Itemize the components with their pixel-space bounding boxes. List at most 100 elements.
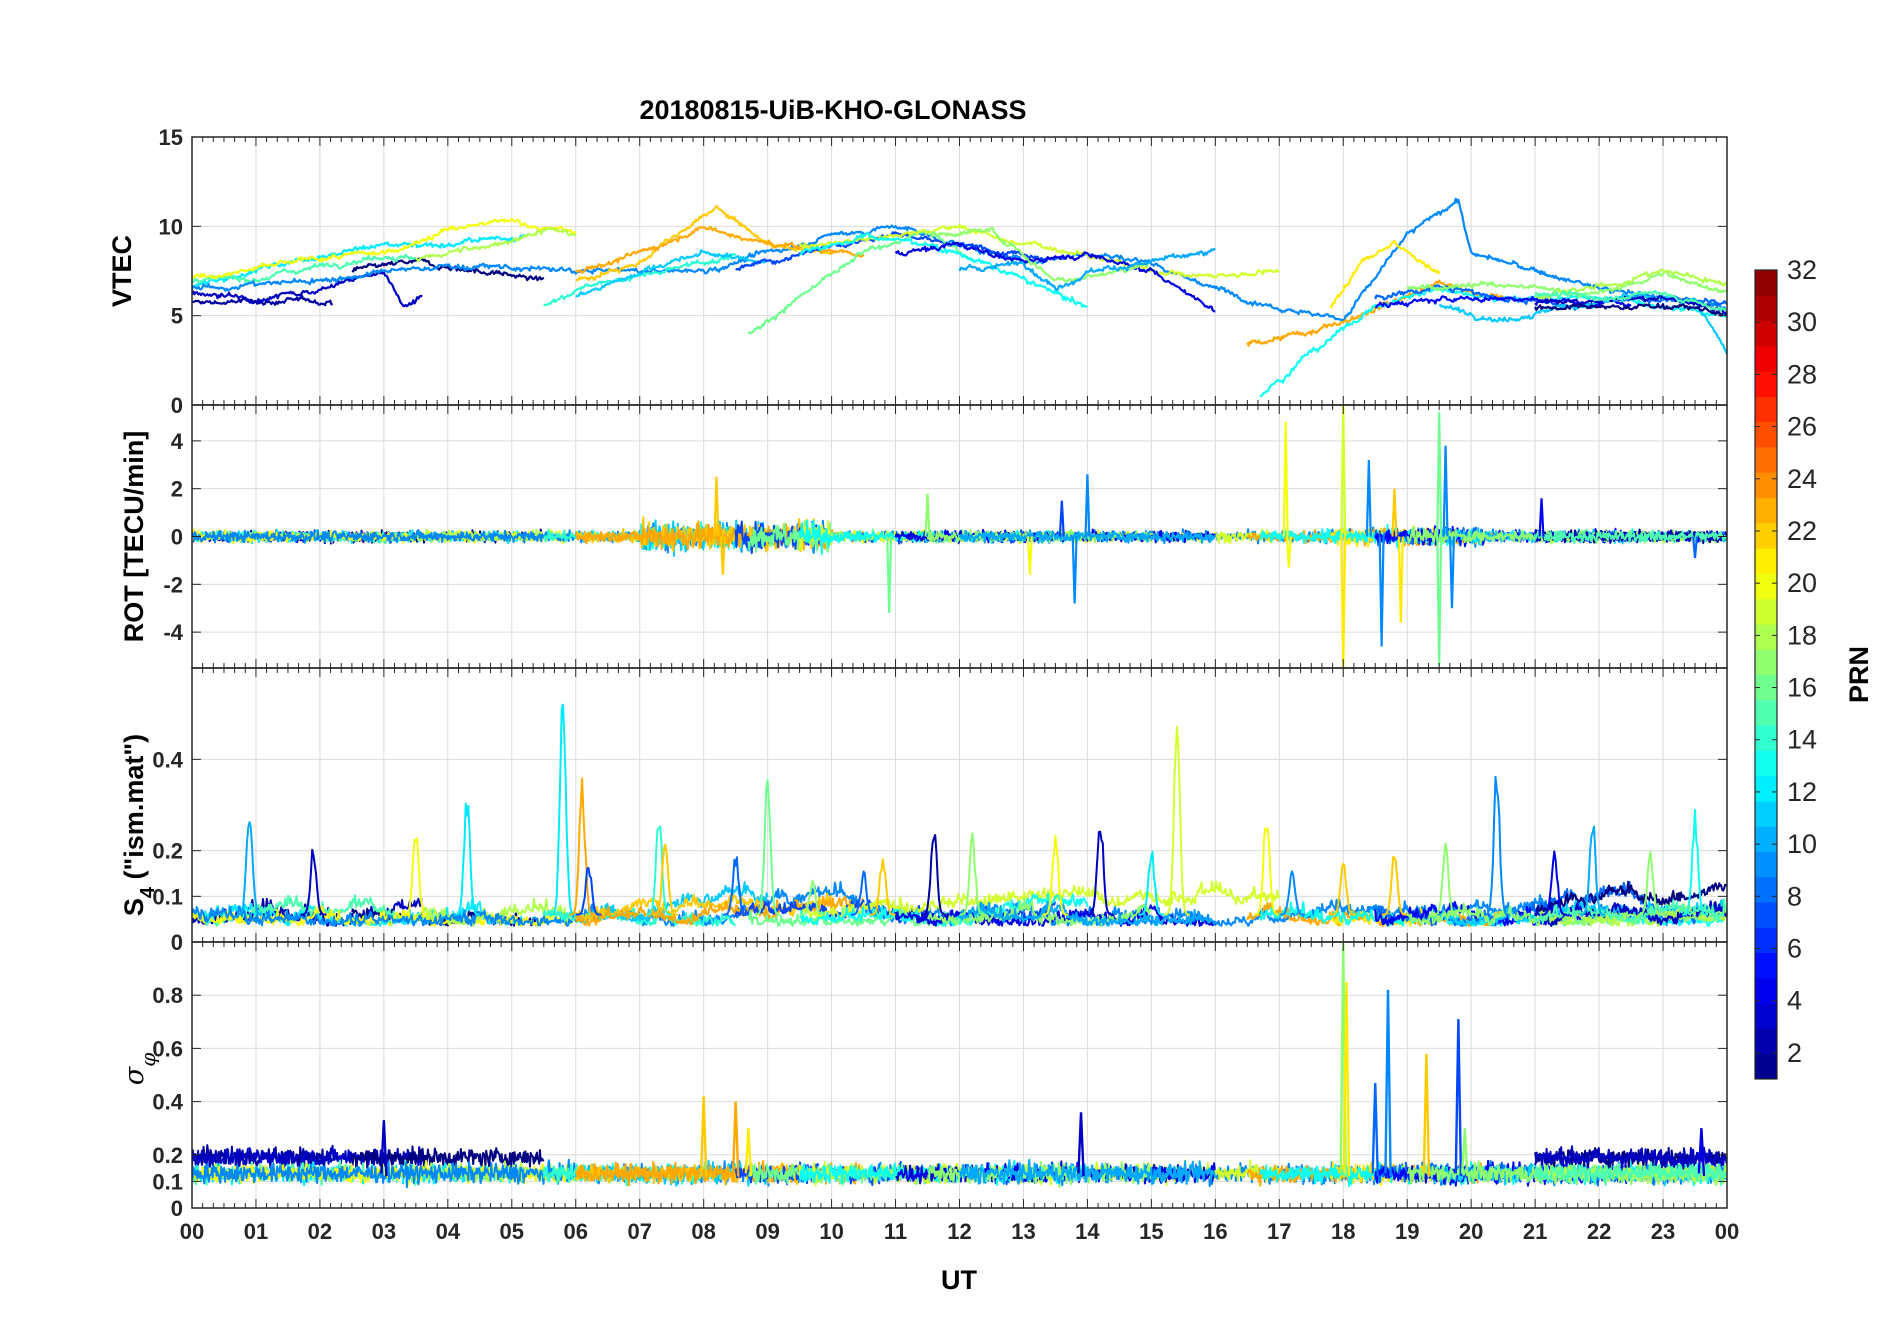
s4-peak-21 (1279, 870, 1305, 916)
y-tick-label-1-1: -2 (163, 572, 183, 597)
vtec-line-prn-3-1 (192, 270, 423, 308)
rot-spike-5 (1071, 536, 1078, 604)
colorbar-tick-label-11: 24 (1787, 464, 1817, 494)
vtec-line-prn-22-10 (575, 205, 833, 282)
s4-peak-23 (1381, 855, 1408, 916)
x-tick-label-11: 11 (884, 1219, 907, 1244)
y-tick-label-2-2: 0.2 (152, 839, 183, 864)
s4-line-prn-13-15 (799, 892, 1089, 927)
s4-peak-28 (1682, 808, 1708, 916)
colorbar-band-25 (1755, 421, 1777, 448)
colorbar-band-4 (1755, 952, 1777, 979)
s4-peak-4 (550, 703, 576, 916)
colorbar-band-6 (1755, 902, 1777, 928)
colorbar-band-14 (1755, 699, 1777, 726)
rot-spike-21 (1692, 536, 1699, 559)
y-axis-label-vtec: VTEC (107, 235, 137, 307)
x-tick-label-24: 00 (1715, 1219, 1739, 1244)
x-tick-label-5: 05 (500, 1219, 524, 1244)
colorbar-band-27 (1755, 371, 1777, 397)
x-tick-label-2: 02 (308, 1219, 332, 1244)
colorbar-band-24 (1755, 446, 1777, 473)
s4-peak-27 (1579, 825, 1606, 916)
y-tick-label-3-5: 0.8 (152, 983, 183, 1008)
s4-line-prn-16-13 (747, 905, 973, 927)
sigma-peak-9 (1461, 1128, 1469, 1177)
colorbar-tick-label-9: 20 (1787, 568, 1817, 598)
s4-peak-6 (575, 866, 602, 916)
panel-s4: 00.10.20.4S4 ("ism.mat") (119, 667, 1728, 955)
sigma-peak-1 (731, 1101, 740, 1177)
vtec-line-prn-20-5 (192, 218, 577, 280)
y-tick-label-3-4: 0.6 (152, 1036, 183, 1061)
x-tick-label-21: 21 (1523, 1219, 1547, 1244)
colorbar-tick-label-7: 16 (1787, 673, 1817, 703)
s4-peak-3 (454, 802, 480, 916)
s4-peak-0 (236, 821, 263, 916)
s4-peak-20 (1253, 827, 1280, 916)
x-tick-label-19: 19 (1395, 1219, 1419, 1244)
y-tick-label-1-3: 2 (171, 477, 183, 502)
vtec-line-prn-7-12 (735, 231, 1056, 271)
s4-line-prn-15-29 (1534, 898, 1727, 925)
s4-peak-24 (1432, 842, 1459, 916)
y-tick-label-1-2: 0 (171, 525, 183, 550)
colorbar-tick-label-6: 14 (1787, 725, 1817, 755)
rot-spike-0 (713, 476, 720, 537)
rot-spike-14 (1391, 488, 1398, 537)
y-tick-label-0-1: 5 (171, 304, 183, 329)
colorbar-tick-label-14: 30 (1787, 307, 1817, 337)
s4-peak-17 (1087, 830, 1113, 916)
x-tick-label-6: 06 (564, 1219, 588, 1244)
sigma-peak-10 (1697, 1128, 1706, 1177)
rot-line-prn-15-29 (1534, 529, 1727, 545)
rot-spike-20 (1538, 498, 1545, 537)
s4-peak-14 (921, 834, 947, 916)
sigma-line-prn-3-28 (1534, 1145, 1727, 1171)
colorbar-band-10 (1755, 800, 1777, 827)
colorbar-band-18 (1755, 598, 1777, 625)
sigma-peak-8 (1454, 1019, 1463, 1177)
colorbar-band-22 (1755, 497, 1777, 524)
y-tick-label-1-0: -4 (163, 620, 183, 645)
vtec-line-prn-19-14 (798, 223, 1280, 279)
y-tick-label-3-0: 0 (171, 1196, 183, 1221)
x-tick-label-9: 09 (755, 1219, 779, 1244)
colorbar-band-20 (1755, 548, 1777, 574)
colorbar-band-26 (1755, 396, 1777, 423)
rot-spike-10 (1340, 405, 1347, 537)
sigma-line-prn-3-1 (192, 1144, 424, 1170)
colorbar-band-12 (1755, 750, 1777, 777)
sigma-peak-11 (1077, 1112, 1085, 1177)
y-axis-label-sigma-sub: φ (136, 1053, 160, 1067)
s4-peak-29 (1637, 851, 1663, 916)
colorbar-band-21 (1755, 522, 1777, 549)
vtec-line-prn-13-15 (799, 231, 1088, 309)
series-s4 (192, 703, 1727, 927)
colorbar-tick-label-5: 12 (1787, 777, 1817, 807)
y-tick-label-0-2: 10 (159, 214, 183, 239)
s4-peak-18 (1164, 725, 1190, 916)
sigma-line-prn-15-29 (1534, 1161, 1727, 1186)
rot-spike-6 (1084, 474, 1091, 537)
rot-spike-15 (1397, 536, 1404, 623)
vtec-line-prn-18-26 (1534, 268, 1727, 300)
y-axis-label-s4-rest: ("ism.mat") (119, 734, 149, 887)
rot-spike-1 (719, 536, 726, 575)
x-tick-label-10: 10 (819, 1219, 843, 1244)
s4-peak-26 (1541, 850, 1568, 916)
rot-spike-9 (1285, 536, 1292, 568)
vtec-line-prn-12-3 (192, 234, 525, 290)
rot-spike-4 (1058, 500, 1065, 537)
colorbar-band-28 (1755, 345, 1777, 372)
colorbar-tick-label-0: 2 (1787, 1038, 1802, 1068)
x-tick-label-16: 16 (1203, 1219, 1227, 1244)
colorbar-band-8 (1755, 851, 1777, 878)
x-tick-label-23: 23 (1651, 1219, 1675, 1244)
colorbar-band-15 (1755, 674, 1777, 701)
vtec-line-prn-18-6 (415, 227, 576, 263)
colorbar-tick-label-12: 26 (1787, 412, 1817, 442)
rot-spike-8 (1282, 421, 1289, 537)
x-tick-label-15: 15 (1139, 1219, 1163, 1244)
colorbar-band-19 (1755, 573, 1777, 600)
